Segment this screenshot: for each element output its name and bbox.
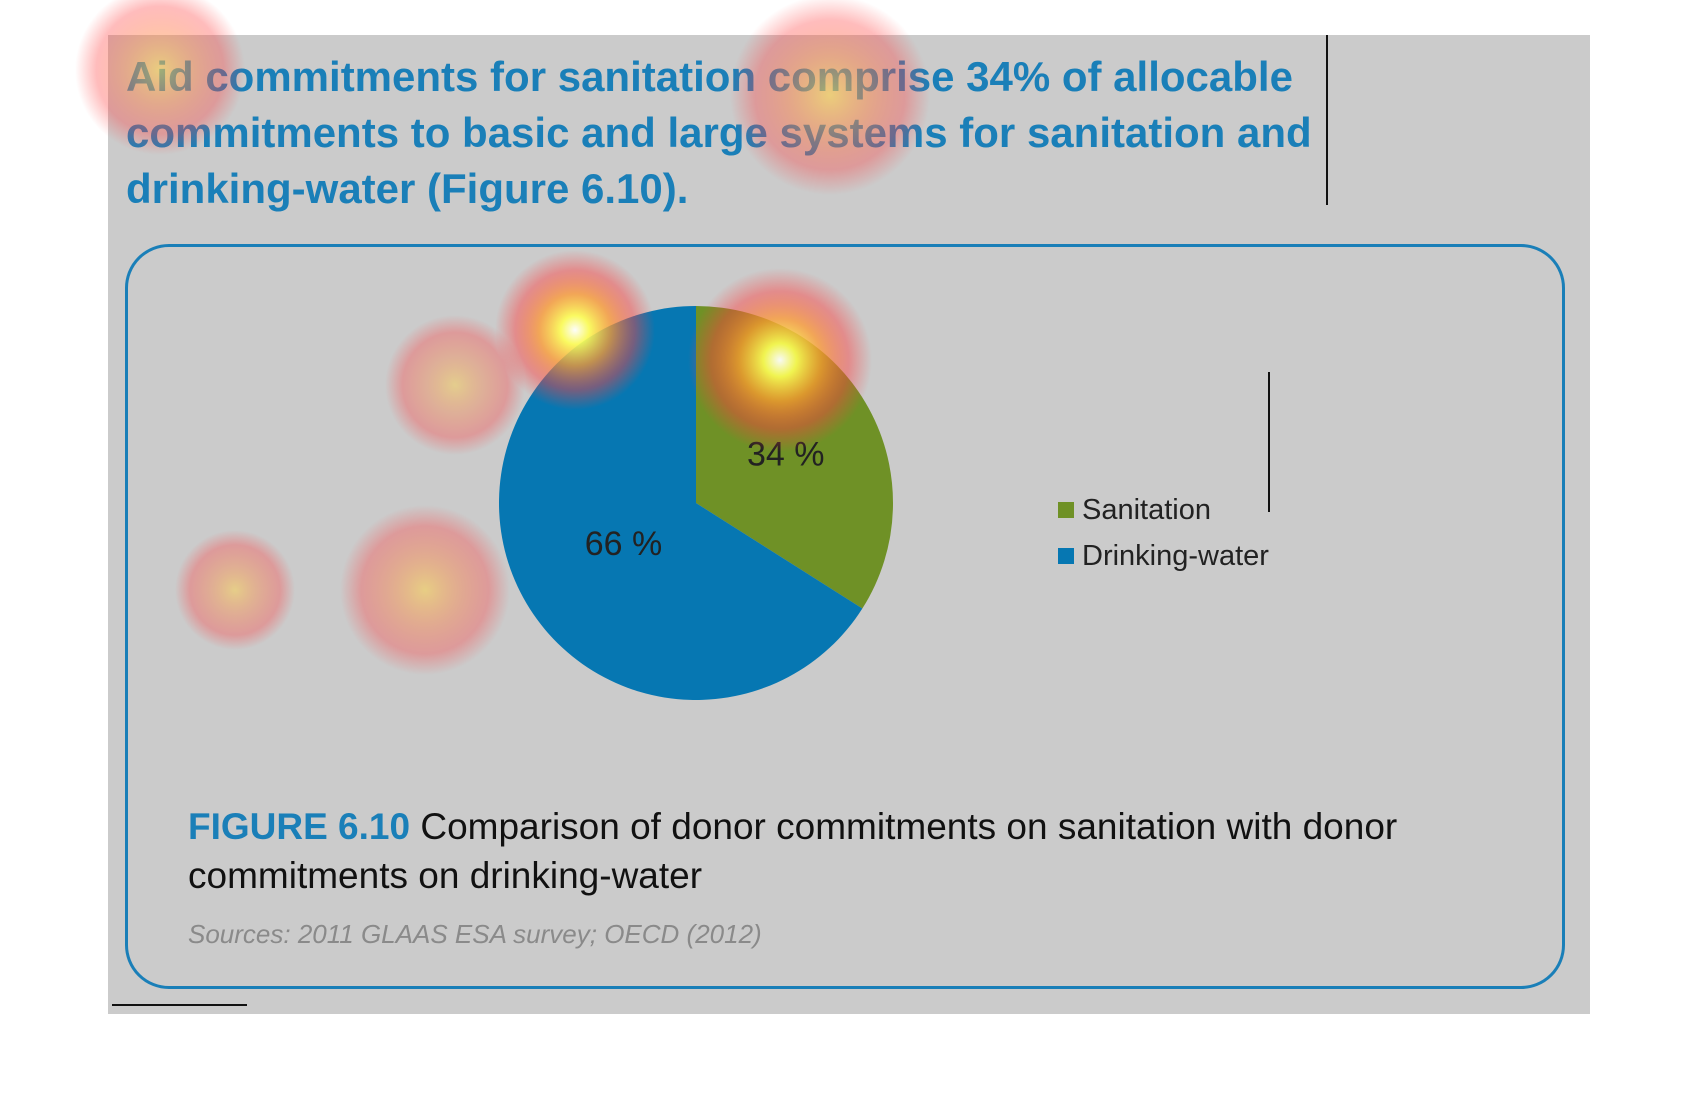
- legend-swatch-drinking-water: [1058, 548, 1074, 564]
- legend-label-sanitation: Sanitation: [1082, 493, 1211, 526]
- legend-item-sanitation: Sanitation: [1058, 487, 1269, 533]
- content-panel: Aid commitments for sanitation comprise …: [108, 35, 1590, 1014]
- bottom-rule: [112, 1004, 247, 1006]
- headline: Aid commitments for sanitation comprise …: [126, 53, 1312, 212]
- pie-label-sanitation: 34 %: [747, 436, 825, 474]
- legend-item-drinking-water: Drinking-water: [1058, 533, 1269, 579]
- pie-label-drinking-water: 66 %: [585, 525, 663, 563]
- legend-swatch-sanitation: [1058, 502, 1074, 518]
- figure-caption-text: Comparison of donor commitments on sanit…: [188, 806, 1398, 896]
- figure-label: FIGURE 6.10: [188, 806, 411, 847]
- chart-legend: Sanitation Drinking-water: [1058, 487, 1269, 579]
- pie-chart: 34 % 66 %: [498, 306, 893, 700]
- text-cursor-line: [1326, 35, 1328, 205]
- figure-sources: Sources: 2011 GLAAS ESA survey; OECD (20…: [188, 919, 762, 949]
- figure-box: 34 % 66 % Sanitation Drinking-water FIGUR…: [125, 244, 1565, 989]
- figure-caption: FIGURE 6.10 Comparison of donor commitme…: [188, 802, 1488, 900]
- legend-label-drinking-water: Drinking-water: [1082, 539, 1269, 572]
- legend-cursor-line: [1268, 372, 1270, 512]
